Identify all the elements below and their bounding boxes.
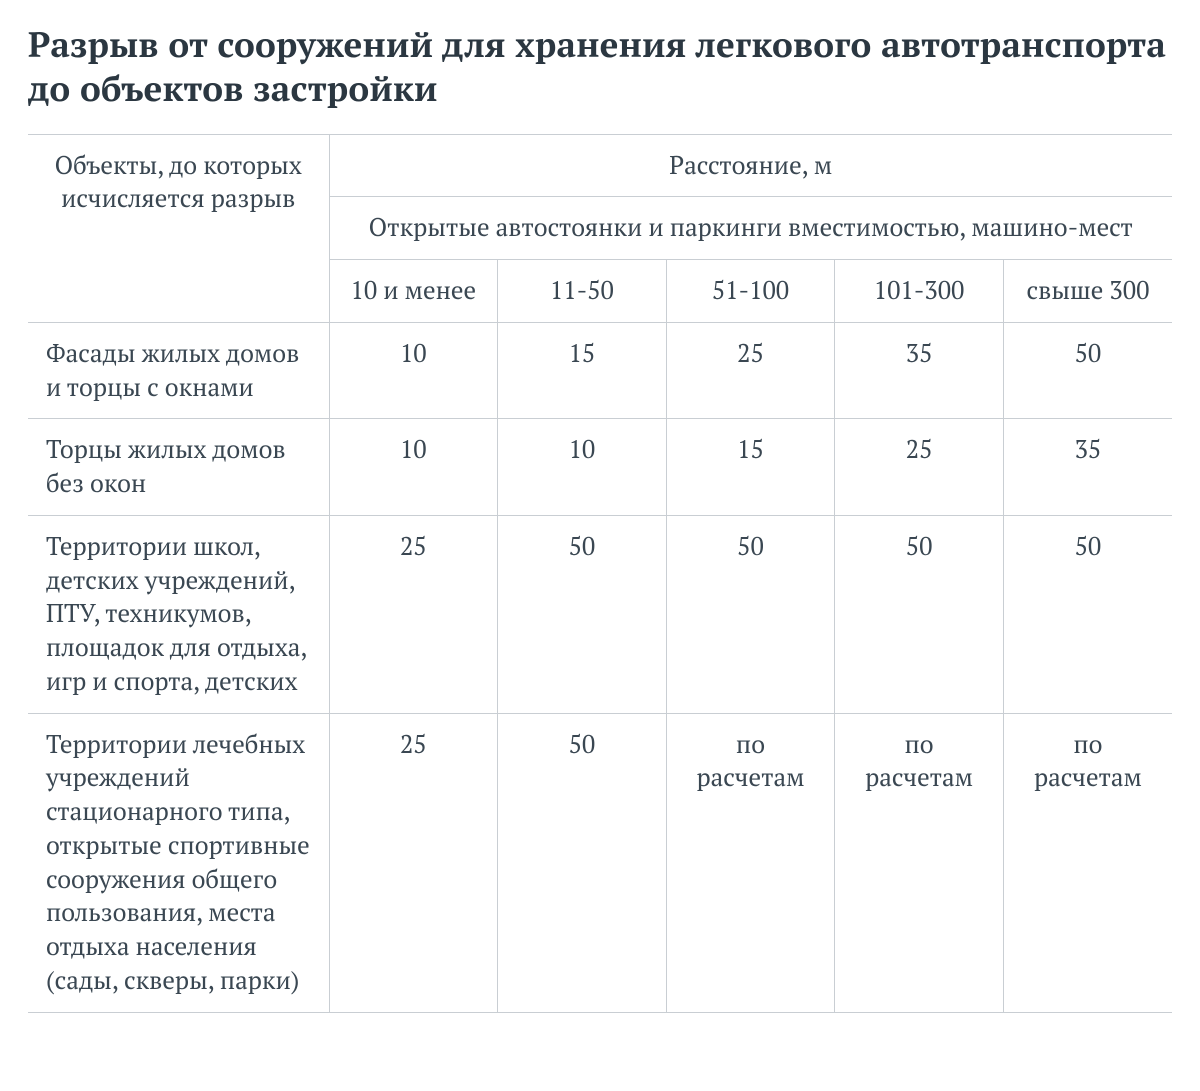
cell-value: 50 (1003, 515, 1172, 713)
cell-value: 50 (835, 515, 1004, 713)
cell-value: по расчетам (835, 713, 1004, 1012)
table-row: Фасады жилых домов и торцы с окнами 10 1… (28, 322, 1172, 419)
col-header: 51-100 (666, 260, 835, 323)
cell-value: 25 (666, 322, 835, 419)
row-label: Торцы жилых домов без окон (28, 419, 329, 516)
cell-value: 10 (498, 419, 667, 516)
cell-value: 25 (835, 419, 1004, 516)
table-row: Торцы жилых домов без окон 10 10 15 25 3… (28, 419, 1172, 516)
col-header: 101-300 (835, 260, 1004, 323)
cell-value: 10 (329, 419, 498, 516)
cell-value: 15 (498, 322, 667, 419)
cell-value: 25 (329, 515, 498, 713)
table-row: Территории школ, детских учреждений, ПТУ… (28, 515, 1172, 713)
col-header: свыше 300 (1003, 260, 1172, 323)
col-header: 11-50 (498, 260, 667, 323)
cell-value: 25 (329, 713, 498, 1012)
cell-value: по расчетам (1003, 713, 1172, 1012)
cell-value: 10 (329, 322, 498, 419)
col-header: 10 и менее (329, 260, 498, 323)
header-distance: Расстояние, м (329, 134, 1172, 197)
cell-value: 35 (835, 322, 1004, 419)
cell-value: по расчетам (666, 713, 835, 1012)
cell-value: 50 (1003, 322, 1172, 419)
header-objects: Объекты, до которых исчисляется разрыв (28, 134, 329, 322)
row-label: Фасады жилых домов и торцы с окнами (28, 322, 329, 419)
row-label: Территории школ, детских учреждений, ПТУ… (28, 515, 329, 713)
table-row: Территории лечебных учреждений стационар… (28, 713, 1172, 1012)
cell-value: 50 (666, 515, 835, 713)
cell-value: 50 (498, 713, 667, 1012)
row-label: Территории лечебных учреждений стационар… (28, 713, 329, 1012)
header-capacity: Открытые автостоянки и паркинги вместимо… (329, 197, 1172, 260)
page-title: Разрыв от сооружений для хранения легков… (28, 24, 1172, 112)
cell-value: 35 (1003, 419, 1172, 516)
cell-value: 50 (498, 515, 667, 713)
cell-value: 15 (666, 419, 835, 516)
distance-table: Объекты, до которых исчисляется разрыв Р… (28, 134, 1172, 1013)
